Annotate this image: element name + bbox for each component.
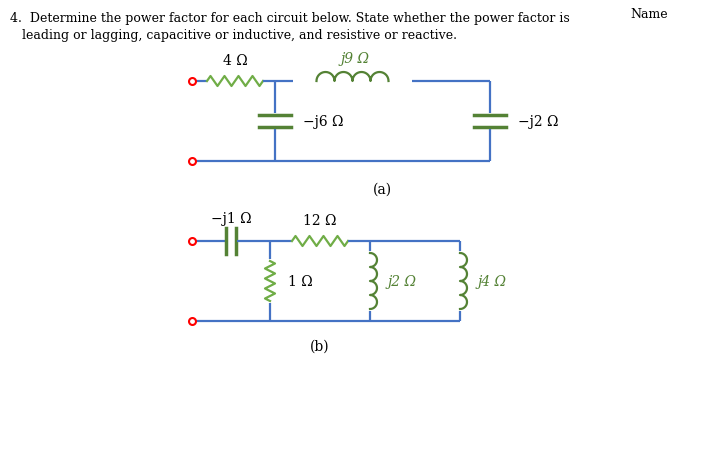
Text: −j1 Ω: −j1 Ω xyxy=(210,212,251,225)
Text: 4.  Determine the power factor for each circuit below. State whether the power f: 4. Determine the power factor for each c… xyxy=(10,12,570,25)
Text: j9 Ω: j9 Ω xyxy=(341,52,370,66)
Text: 4 Ω: 4 Ω xyxy=(223,54,248,68)
Text: leading or lagging, capacitive or inductive, and resistive or reactive.: leading or lagging, capacitive or induct… xyxy=(22,29,457,42)
Text: −j2 Ω: −j2 Ω xyxy=(518,115,559,129)
Text: 12 Ω: 12 Ω xyxy=(303,213,337,227)
Text: −j6 Ω: −j6 Ω xyxy=(303,115,343,129)
Text: (a): (a) xyxy=(373,182,392,197)
Text: 1 Ω: 1 Ω xyxy=(288,275,313,288)
Text: Name: Name xyxy=(630,8,668,21)
Text: j4 Ω: j4 Ω xyxy=(478,275,507,288)
Text: (b): (b) xyxy=(310,339,330,353)
Text: j2 Ω: j2 Ω xyxy=(388,275,417,288)
